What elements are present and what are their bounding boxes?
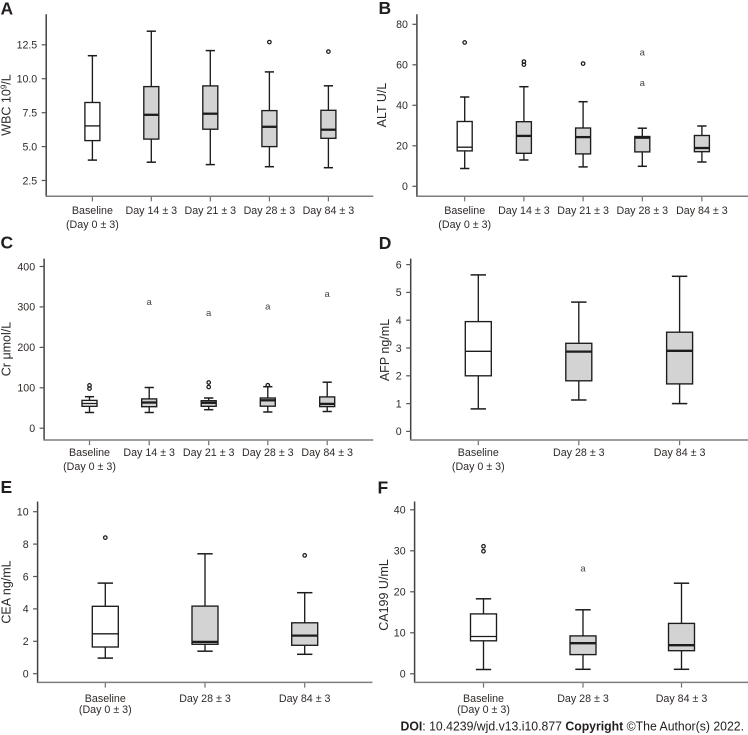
svg-text:F: F xyxy=(378,477,389,497)
svg-text:Day 28 ± 3: Day 28 ± 3 xyxy=(179,693,231,705)
svg-text:(Day 0 ± 3): (Day 0 ± 3) xyxy=(452,461,505,473)
svg-text:(Day 0 ± 3): (Day 0 ± 3) xyxy=(79,704,132,716)
svg-text:E: E xyxy=(1,477,13,497)
svg-text:Day 28 ± 3: Day 28 ± 3 xyxy=(616,205,668,217)
svg-text:a: a xyxy=(640,78,646,89)
svg-text:Baseline: Baseline xyxy=(458,447,499,459)
svg-text:Baseline: Baseline xyxy=(69,447,110,459)
svg-text:A: A xyxy=(1,0,14,19)
svg-text:Day 14 ± 3: Day 14 ± 3 xyxy=(123,447,175,459)
svg-text:Day 21 ± 3: Day 21 ± 3 xyxy=(184,205,236,217)
svg-text:Day 84 ± 3: Day 84 ± 3 xyxy=(301,447,353,459)
svg-text:Baseline: Baseline xyxy=(85,693,126,705)
svg-text:2.5: 2.5 xyxy=(22,175,37,187)
svg-text:Day 84 ± 3: Day 84 ± 3 xyxy=(676,205,728,217)
svg-text:7.5: 7.5 xyxy=(22,108,37,120)
svg-text:3: 3 xyxy=(396,343,402,355)
svg-text:5.0: 5.0 xyxy=(22,141,37,153)
svg-text:a: a xyxy=(640,47,646,58)
svg-text:Day 84 ± 3: Day 84 ± 3 xyxy=(279,693,331,705)
svg-text:0: 0 xyxy=(396,426,402,438)
svg-text:Baseline: Baseline xyxy=(72,205,113,217)
svg-text:400: 400 xyxy=(17,261,35,273)
svg-text:Day 84 ± 3: Day 84 ± 3 xyxy=(303,205,355,217)
svg-text:20: 20 xyxy=(396,141,408,153)
svg-text:a: a xyxy=(265,301,271,312)
svg-text:2: 2 xyxy=(23,636,29,648)
svg-text:D: D xyxy=(379,233,392,253)
svg-text:6: 6 xyxy=(396,259,402,271)
svg-text:WBC 109/L: WBC 109/L xyxy=(0,74,14,135)
svg-text:Day 28 ± 3: Day 28 ± 3 xyxy=(553,447,605,459)
svg-text:(Day 0 ± 3): (Day 0 ± 3) xyxy=(438,219,491,231)
svg-text:100: 100 xyxy=(17,383,35,395)
svg-text:Day 21 ± 3: Day 21 ± 3 xyxy=(183,447,235,459)
svg-text:B: B xyxy=(379,0,392,18)
svg-text:40: 40 xyxy=(394,505,406,517)
svg-text:Baseline: Baseline xyxy=(463,693,504,705)
svg-text:Day 28 ± 3: Day 28 ± 3 xyxy=(244,205,296,217)
svg-text:0: 0 xyxy=(29,423,35,435)
svg-text:10: 10 xyxy=(17,507,29,519)
svg-text:a: a xyxy=(325,289,331,300)
svg-text:30: 30 xyxy=(394,546,406,558)
svg-text:200: 200 xyxy=(17,342,35,354)
svg-text:10.0: 10.0 xyxy=(17,74,38,86)
svg-text:Day 28 ± 3: Day 28 ± 3 xyxy=(242,447,294,459)
svg-text:Cr μmol/L: Cr μmol/L xyxy=(0,322,14,376)
svg-text:5: 5 xyxy=(396,287,402,299)
svg-text:2: 2 xyxy=(396,371,402,383)
svg-text:4: 4 xyxy=(396,315,402,327)
svg-text:4: 4 xyxy=(23,604,29,616)
svg-text:20: 20 xyxy=(394,587,406,599)
svg-text:Day 14 ± 3: Day 14 ± 3 xyxy=(498,205,550,217)
svg-text:80: 80 xyxy=(396,19,408,31)
svg-text:(Day 0 ± 3): (Day 0 ± 3) xyxy=(66,219,119,231)
svg-text:1: 1 xyxy=(396,398,402,410)
svg-text:ALT U/L: ALT U/L xyxy=(375,83,389,128)
svg-text:a: a xyxy=(580,564,586,575)
svg-text:CA199 U/mL: CA199 U/mL xyxy=(377,559,391,631)
svg-text:Day 84 ± 3: Day 84 ± 3 xyxy=(654,447,706,459)
svg-text:0: 0 xyxy=(400,669,406,681)
svg-text:AFP ng/mL: AFP ng/mL xyxy=(378,319,392,381)
svg-text:0: 0 xyxy=(402,181,408,193)
svg-text:6: 6 xyxy=(23,571,29,583)
svg-text:DOI: 10.4239/wjd.v13.i10.877: DOI: 10.4239/wjd.v13.i10.877 Copyright ©… xyxy=(401,719,745,734)
svg-text:(Day 0 ± 3): (Day 0 ± 3) xyxy=(457,704,510,716)
svg-text:Day 28 ± 3: Day 28 ± 3 xyxy=(557,693,609,705)
svg-text:40: 40 xyxy=(396,100,408,112)
svg-text:0: 0 xyxy=(23,669,29,681)
svg-text:10: 10 xyxy=(394,628,406,640)
svg-text:C: C xyxy=(1,233,14,253)
svg-text:a: a xyxy=(147,297,153,308)
svg-text:Day 14 ± 3: Day 14 ± 3 xyxy=(125,205,177,217)
svg-text:8: 8 xyxy=(23,539,29,551)
svg-text:a: a xyxy=(206,308,212,319)
svg-text:300: 300 xyxy=(17,302,35,314)
svg-text:(Day 0 ± 3): (Day 0 ± 3) xyxy=(63,461,116,473)
svg-text:12.5: 12.5 xyxy=(17,40,38,52)
svg-text:Day 84 ± 3: Day 84 ± 3 xyxy=(656,693,708,705)
svg-text:60: 60 xyxy=(396,60,408,72)
svg-text:Baseline: Baseline xyxy=(444,205,485,217)
svg-text:Day 21 ± 3: Day 21 ± 3 xyxy=(557,205,609,217)
svg-text:CEA ng/mL: CEA ng/mL xyxy=(0,560,14,623)
